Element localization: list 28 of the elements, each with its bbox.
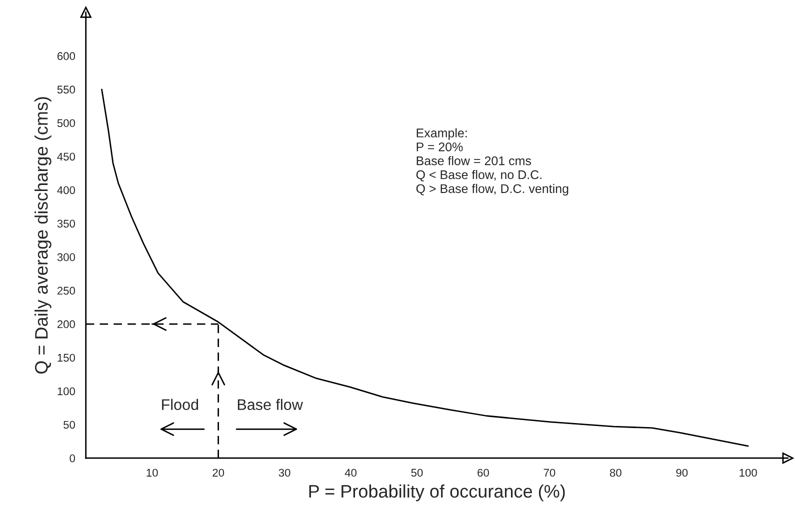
y-tick-label: 250	[57, 286, 76, 295]
y-tick-label: 50	[64, 420, 76, 429]
y-tick-label: 350	[57, 220, 76, 228]
y-tick-label: 300	[57, 253, 76, 262]
y-tick-label: 0	[70, 454, 76, 462]
x-tick-label: 30	[278, 468, 290, 477]
y-tick-label: 450	[57, 152, 76, 161]
annotation: Flood	[162, 398, 198, 410]
y-tick-label: 150	[58, 354, 76, 362]
x-tick-label: 40	[344, 468, 357, 477]
x-tick-label: 50	[411, 468, 423, 477]
x-tick-label: 60	[478, 468, 489, 477]
annotation: Example: P = 20% Base flow = 201 cms Q < Base flow, no D.C. Q > Base flow, D.C. venting	[416, 128, 568, 196]
y-tick-label: 500	[57, 119, 76, 128]
x-tick-label: 10	[146, 468, 158, 477]
x-tick-label: 100	[740, 468, 757, 477]
x-tick-label: 80	[610, 468, 622, 477]
y-axis-title: Q = Daily average discharge (cms)	[34, 97, 52, 374]
y-tick-label: 100	[58, 387, 76, 396]
y-tick-label: 600	[57, 52, 76, 60]
y-tick-label: 200	[57, 320, 76, 328]
x-tick-label: 90	[676, 468, 688, 477]
x-tick-label: 70	[544, 468, 556, 477]
x-axis-title: P = Probability of occurance (%)	[309, 484, 565, 502]
x-tick-label: 20	[212, 468, 224, 477]
y-tick-label: 400	[57, 186, 76, 194]
y-tick-label: 550	[57, 86, 76, 94]
annotation: Base flow	[238, 398, 303, 410]
